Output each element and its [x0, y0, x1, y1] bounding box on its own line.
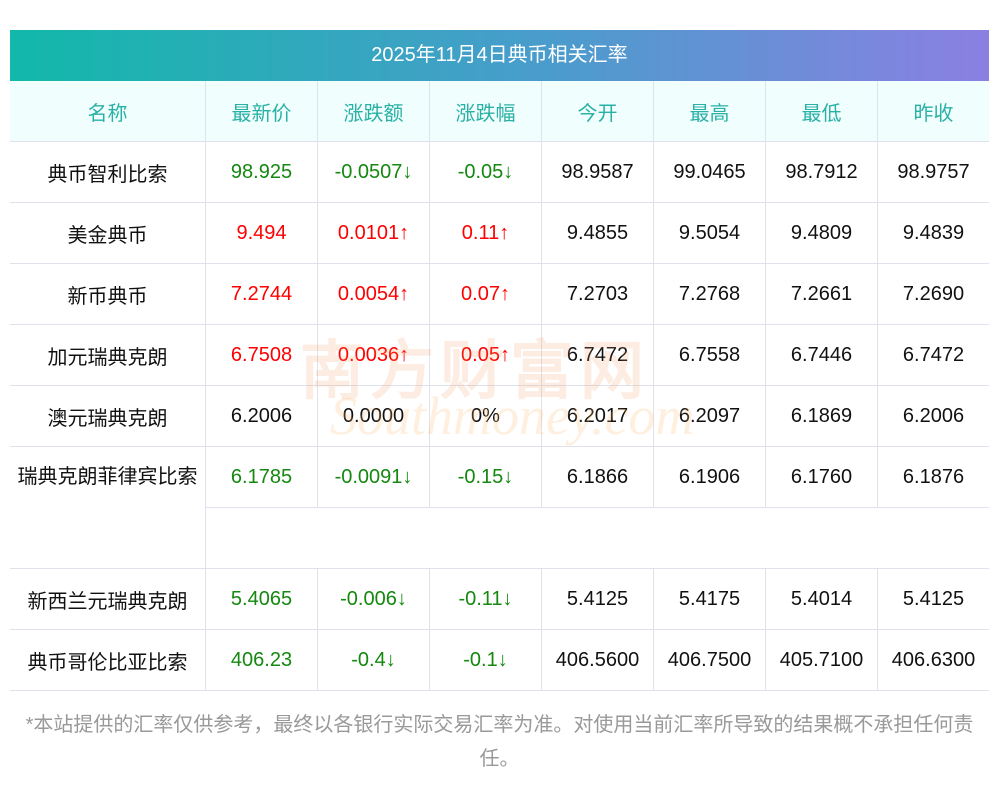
cell-open: 5.4125 [541, 569, 653, 629]
cell-prev-close: 7.2690 [877, 264, 989, 324]
cell-latest: 6.2006 [205, 386, 317, 446]
cell-change-pct: 0.11↑ [429, 203, 541, 263]
cell-latest: 7.2744 [205, 264, 317, 324]
cell-change-pct: 0.07↑ [429, 264, 541, 324]
cell-open: 7.2703 [541, 264, 653, 324]
cell-change: 0.0054↑ [317, 264, 429, 324]
table-row: 瑞典克朗菲律宾比索 6.1785 -0.0091↓ -0.15↓ 6.1866 6.190… [10, 447, 989, 569]
cell-change: -0.4↓ [317, 630, 429, 690]
header-name: 名称 [87, 102, 128, 125]
cell-prev-close: 406.6300 [877, 630, 989, 690]
cell-prev-close: 6.2006 [877, 386, 989, 446]
table-row: 美金典币 9.494 0.0101↑ 0.11↑ 9.4855 9.5054 9.4809 9… [10, 203, 989, 264]
cell-latest: 9.494 [205, 203, 317, 263]
cell-latest: 406.23 [205, 630, 317, 690]
table-header: 名称 最新价 涨跌额 涨跌幅 今开 最高 最低 昨收 [10, 81, 989, 142]
cell-high: 5.4175 [653, 569, 765, 629]
cell-change: 0.0036↑ [317, 325, 429, 385]
cell-low: 6.7446 [765, 325, 877, 385]
cell-change: -0.0507↓ [317, 142, 429, 202]
page-title: 2025年11月4日典币相关汇率 [10, 30, 989, 81]
header-latest: 最新价 [205, 81, 317, 141]
table-row: 典币哥伦比亚比索 406.23 -0.4↓ -0.1↓ 406.5600 406.7500… [10, 630, 989, 691]
cell-name: 美金典币 [67, 224, 148, 247]
cell-low: 6.1869 [765, 386, 877, 446]
cell-open: 9.4855 [541, 203, 653, 263]
header-prev-close: 昨收 [877, 81, 989, 141]
cell-prev-close: 5.4125 [877, 569, 989, 629]
cell-low: 5.4014 [765, 569, 877, 629]
cell-change: 0.0101↑ [317, 203, 429, 263]
table-row: 典币智利比索 98.925 -0.0507↓ -0.05↓ 98.9587 99.0465… [10, 142, 989, 203]
header-open: 今开 [541, 81, 653, 141]
header-change: 涨跌额 [317, 81, 429, 141]
cell-name: 加元瑞典克朗 [47, 346, 168, 369]
cell-name: 新西兰元瑞典克朗 [27, 590, 188, 613]
cell-prev-close: 6.7472 [877, 325, 989, 385]
cell-change-pct: 0% [429, 386, 541, 446]
cell-prev-close: 6.1876 [877, 447, 989, 507]
cell-open: 6.1866 [541, 447, 653, 507]
cell-high: 406.7500 [653, 630, 765, 690]
cell-low: 9.4809 [765, 203, 877, 263]
cell-change: -0.006↓ [317, 569, 429, 629]
table-row: 澳元瑞典克朗 6.2006 0.0000 0% 6.2017 6.2097 6.1869 6.… [10, 386, 989, 447]
cell-change-pct: -0.1↓ [429, 630, 541, 690]
cell-name: 瑞典克朗菲律宾比索 [17, 466, 198, 488]
exchange-rate-table: 名称 最新价 涨跌额 涨跌幅 今开 最高 最低 昨收 典币智利比索 98.925-… [10, 81, 989, 691]
cell-name: 典币智利比索 [47, 163, 168, 186]
cell-name: 新币典币 [67, 285, 148, 308]
cell-low: 405.7100 [765, 630, 877, 690]
cell-change-pct: 0.05↑ [429, 325, 541, 385]
cell-low: 7.2661 [765, 264, 877, 324]
cell-low: 98.7912 [765, 142, 877, 202]
header-low: 最低 [765, 81, 877, 141]
cell-latest: 6.1785 [205, 447, 317, 507]
cell-prev-close: 98.9757 [877, 142, 989, 202]
cell-high: 6.1906 [653, 447, 765, 507]
cell-name: 澳元瑞典克朗 [47, 407, 168, 430]
cell-high: 99.0465 [653, 142, 765, 202]
cell-prev-close: 9.4839 [877, 203, 989, 263]
cell-high: 6.2097 [653, 386, 765, 446]
cell-name: 典币哥伦比亚比索 [27, 651, 188, 674]
cell-high: 9.5054 [653, 203, 765, 263]
cell-latest: 98.925 [205, 142, 317, 202]
cell-change: 0.0000 [317, 386, 429, 446]
cell-latest: 6.7508 [205, 325, 317, 385]
table-row: 新西兰元瑞典克朗 5.4065 -0.006↓ -0.11↓ 5.4125 5.4175 5… [10, 569, 989, 630]
cell-high: 7.2768 [653, 264, 765, 324]
cell-high: 6.7558 [653, 325, 765, 385]
cell-open: 406.5600 [541, 630, 653, 690]
table-row: 新币典币 7.2744 0.0054↑ 0.07↑ 7.2703 7.2768 7.2661… [10, 264, 989, 325]
header-high: 最高 [653, 81, 765, 141]
cell-low: 6.1760 [765, 447, 877, 507]
cell-change-pct: -0.11↓ [429, 569, 541, 629]
disclaimer: *本站提供的汇率仅供参考，最终以各银行实际交易汇率为准。对使用当前汇率所导致的结… [25, 714, 974, 770]
cell-change: -0.0091↓ [317, 447, 429, 507]
cell-change-pct: -0.15↓ [429, 447, 541, 507]
cell-open: 6.7472 [541, 325, 653, 385]
cell-open: 98.9587 [541, 142, 653, 202]
cell-latest: 5.4065 [205, 569, 317, 629]
cell-change-pct: -0.05↓ [429, 142, 541, 202]
cell-open: 6.2017 [541, 386, 653, 446]
table-row: 加元瑞典克朗 6.7508 0.0036↑ 0.05↑ 6.7472 6.7558 6.74… [10, 325, 989, 386]
header-change-pct: 涨跌幅 [429, 81, 541, 141]
